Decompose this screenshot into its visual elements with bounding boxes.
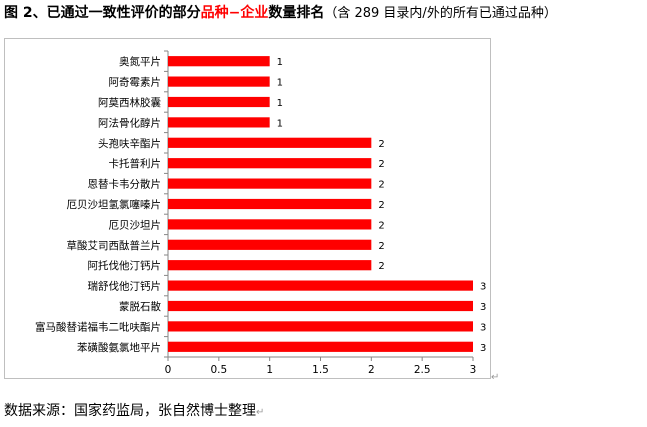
bar (168, 96, 270, 108)
category-label: 恩替卡韦分散片 (88, 178, 162, 191)
category-label: 阿莫西林胶囊 (98, 96, 161, 109)
category-label: 蒙脱石散 (119, 300, 161, 313)
data-label: 1 (277, 118, 283, 129)
data-label: 3 (480, 322, 486, 333)
category-label: 阿托伐他汀钙片 (88, 259, 162, 272)
data-label: 3 (480, 343, 486, 354)
bar-chart: 0 0.5 1 1.5 2 2.5 3 奥氮平片 1 阿奇霉素片 1 阿莫西林胶囊 1 阿法骨化醇片 1 头孢… (35, 50, 486, 376)
source-note: 数据来源：国家药监局，张自然博士整理↵ (4, 402, 264, 422)
bar (168, 76, 270, 87)
data-label: 3 (480, 302, 486, 313)
bar (168, 198, 372, 210)
category-label: 阿法骨化醇片 (98, 116, 161, 129)
x-tick-label: 1 (266, 364, 273, 376)
title-suffix: （含 289 目录内/外的所有已通过品种） (324, 6, 557, 21)
title-prefix: 图 2、已通过一致性评价的部分 (4, 5, 201, 21)
bar (168, 321, 473, 332)
category-label: 瑞舒伐他汀钙片 (88, 280, 162, 293)
data-label: 2 (378, 241, 384, 252)
chart-frame: 0 0.5 1 1.5 2 2.5 3 奥氮平片 1 阿奇霉素片 1 阿莫西林胶囊 1 阿法骨化醇片 1 头孢… (4, 38, 491, 379)
data-label: 2 (378, 220, 384, 231)
category-label: 卡托普利片 (109, 157, 162, 170)
data-label: 3 (480, 282, 486, 293)
title-highlight: 品种−企业 (200, 5, 269, 21)
category-label: 厄贝沙坦片 (109, 218, 162, 231)
bar (168, 260, 372, 271)
figure-title: 图 2、已通过一致性评价的部分品种−企业数量排名（含 289 目录内/外的所有已… (4, 4, 647, 23)
category-label: 阿奇霉素片 (109, 76, 162, 89)
bar (168, 117, 270, 128)
source-text: 数据来源：国家药监局，张自然博士整理 (4, 403, 256, 419)
x-tick-label: 0.5 (210, 364, 227, 376)
category-label: 富马酸替诺福韦二吡呋酯片 (35, 320, 161, 333)
data-label: 1 (277, 78, 283, 89)
bar (168, 300, 473, 312)
return-mark-icon: ↵ (491, 372, 500, 383)
bar (168, 239, 372, 250)
data-label: 1 (277, 57, 283, 68)
bar (168, 341, 473, 352)
x-tick-label: 2 (368, 364, 375, 376)
bar (168, 178, 372, 189)
return-mark-icon: ↵ (256, 407, 265, 418)
bar (168, 280, 473, 291)
category-label: 奥氮平片 (119, 55, 161, 68)
category-label: 厄贝沙坦氢氯噻嗪片 (67, 198, 162, 211)
title-middle: 数量排名 (268, 5, 325, 21)
data-label: 1 (277, 98, 283, 109)
data-label: 2 (378, 261, 384, 272)
bar (168, 56, 270, 67)
bar (168, 137, 372, 148)
bar (168, 158, 372, 169)
x-tick-label: 3 (470, 364, 477, 376)
category-label: 头孢呋辛酯片 (98, 137, 161, 150)
data-label: 2 (378, 159, 384, 170)
bar (168, 219, 372, 230)
x-tick-label: 1.5 (312, 364, 329, 376)
data-label: 2 (378, 180, 384, 191)
category-label: 苯磺酸氨氯地平片 (77, 341, 161, 354)
x-tick-label: 0 (165, 364, 172, 376)
data-label: 2 (378, 200, 384, 211)
data-label: 2 (378, 139, 384, 150)
category-label: 草酸艾司西酞普兰片 (67, 239, 162, 252)
x-tick-label: 2.5 (414, 364, 431, 376)
